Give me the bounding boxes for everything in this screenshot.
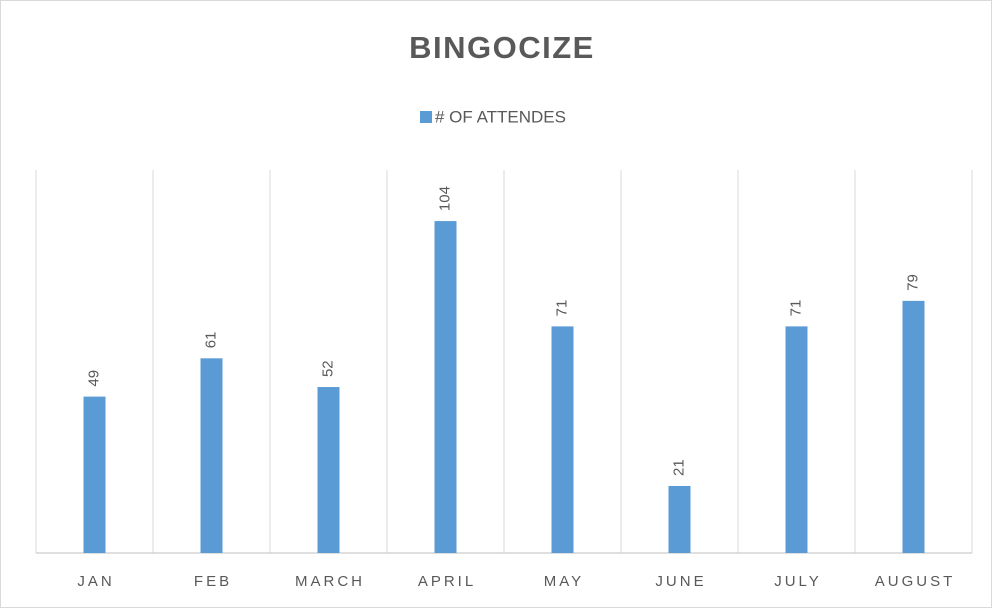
data-label: 104 [436,186,453,211]
legend-swatch [420,111,432,123]
x-tick-label: JULY [774,573,822,590]
data-label: 79 [904,274,921,291]
chart-title: BINGOCIZE [409,30,595,65]
data-label: 71 [553,300,570,317]
x-tick-label: JAN [77,573,114,590]
bar [200,358,223,553]
bar [551,326,574,553]
x-tick-label: APRIL [418,573,476,590]
x-tick-label: JUNE [655,573,706,590]
data-label: 71 [787,300,804,317]
x-tick-label: FEB [194,573,232,590]
x-tick-label: MARCH [295,573,365,590]
data-label: 49 [85,370,102,387]
x-tick-label: AUGUST [875,573,956,590]
bar [317,387,340,553]
bar [434,221,457,554]
bar [83,396,106,553]
data-label: 61 [202,332,219,349]
data-label: 52 [319,360,336,377]
data-label: 21 [670,459,687,476]
bar [668,485,691,553]
x-tick-label: MAY [544,573,584,590]
bar [785,326,808,553]
bar [902,300,925,553]
legend-label: # OF ATTENDES [435,107,566,126]
